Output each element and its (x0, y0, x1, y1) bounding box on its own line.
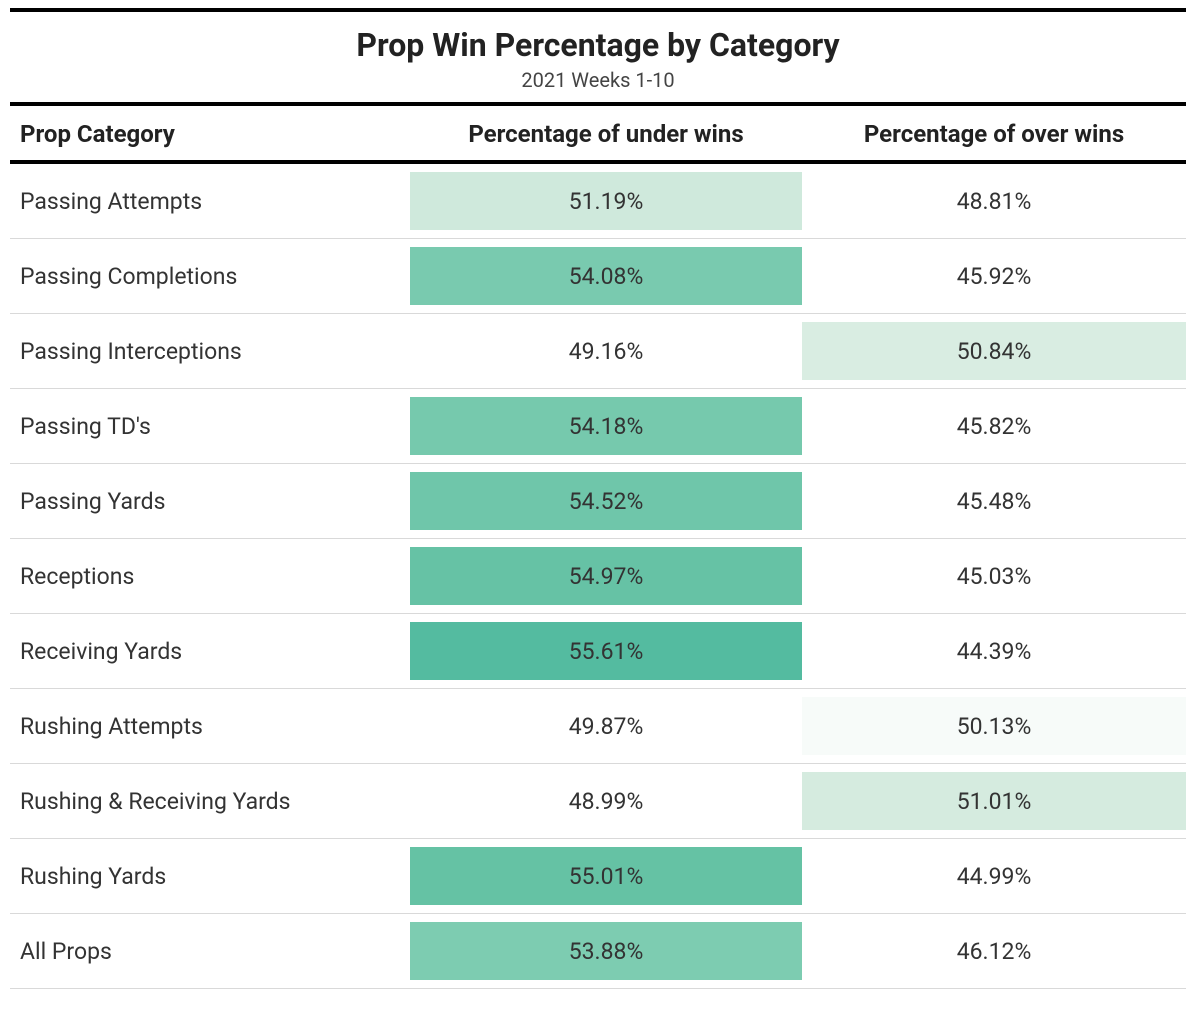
cell-over: 51.01% (802, 764, 1186, 839)
cell-over: 44.39% (802, 614, 1186, 689)
cell-over: 50.84% (802, 314, 1186, 389)
cell-category: Passing Attempts (10, 162, 410, 239)
col-header-over: Percentage of over wins (802, 106, 1186, 162)
cell-category: All Props (10, 914, 410, 989)
cell-under: 55.61% (410, 614, 802, 689)
cell-category: Rushing Attempts (10, 689, 410, 764)
table-container: Prop Win Percentage by Category 2021 Wee… (0, 0, 1196, 997)
cell-over-value: 46.12% (802, 922, 1186, 980)
cell-category: Rushing & Receiving Yards (10, 764, 410, 839)
cell-over-value: 51.01% (802, 772, 1186, 830)
cell-over: 48.81% (802, 162, 1186, 239)
prop-table: Prop Category Percentage of under wins P… (10, 106, 1186, 989)
table-row: Passing Yards54.52%45.48% (10, 464, 1186, 539)
table-title: Prop Win Percentage by Category (10, 26, 1186, 64)
cell-over: 50.13% (802, 689, 1186, 764)
cell-over-value: 45.82% (802, 397, 1186, 455)
cell-category: Passing Completions (10, 239, 410, 314)
cell-over: 46.12% (802, 914, 1186, 989)
cell-under-value: 54.18% (410, 397, 802, 455)
cell-under: 54.97% (410, 539, 802, 614)
cell-under: 54.08% (410, 239, 802, 314)
header-row: Prop Category Percentage of under wins P… (10, 106, 1186, 162)
cell-under: 49.87% (410, 689, 802, 764)
table-body: Passing Attempts51.19%48.81%Passing Comp… (10, 162, 1186, 989)
table-row: Passing TD's54.18%45.82% (10, 389, 1186, 464)
cell-over-value: 44.39% (802, 622, 1186, 680)
col-header-under: Percentage of under wins (410, 106, 802, 162)
cell-under: 54.18% (410, 389, 802, 464)
cell-over-value: 45.92% (802, 247, 1186, 305)
cell-under: 48.99% (410, 764, 802, 839)
cell-under-value: 54.52% (410, 472, 802, 530)
table-row: Passing Attempts51.19%48.81% (10, 162, 1186, 239)
cell-over-value: 45.48% (802, 472, 1186, 530)
cell-over: 44.99% (802, 839, 1186, 914)
cell-over-value: 48.81% (802, 172, 1186, 230)
cell-over: 45.48% (802, 464, 1186, 539)
col-header-category: Prop Category (10, 106, 410, 162)
cell-over-value: 45.03% (802, 547, 1186, 605)
cell-over: 45.92% (802, 239, 1186, 314)
table-row: All Props53.88%46.12% (10, 914, 1186, 989)
table-subtitle: 2021 Weeks 1-10 (10, 68, 1186, 92)
table-row: Receptions54.97%45.03% (10, 539, 1186, 614)
table-row: Passing Completions54.08%45.92% (10, 239, 1186, 314)
cell-category: Receptions (10, 539, 410, 614)
cell-under: 51.19% (410, 162, 802, 239)
table-row: Rushing Yards55.01%44.99% (10, 839, 1186, 914)
cell-category: Passing Interceptions (10, 314, 410, 389)
table-row: Rushing Attempts49.87%50.13% (10, 689, 1186, 764)
cell-under-value: 55.61% (410, 622, 802, 680)
cell-under-value: 54.97% (410, 547, 802, 605)
cell-under-value: 51.19% (410, 172, 802, 230)
cell-under: 55.01% (410, 839, 802, 914)
cell-category: Receiving Yards (10, 614, 410, 689)
cell-under: 49.16% (410, 314, 802, 389)
table-row: Receiving Yards55.61%44.39% (10, 614, 1186, 689)
cell-under-value: 55.01% (410, 847, 802, 905)
table-row: Passing Interceptions49.16%50.84% (10, 314, 1186, 389)
cell-under-value: 53.88% (410, 922, 802, 980)
cell-under: 54.52% (410, 464, 802, 539)
cell-under-value: 54.08% (410, 247, 802, 305)
cell-under: 53.88% (410, 914, 802, 989)
cell-under-value: 48.99% (410, 772, 802, 830)
cell-category: Rushing Yards (10, 839, 410, 914)
title-block: Prop Win Percentage by Category 2021 Wee… (10, 12, 1186, 102)
cell-under-value: 49.87% (410, 697, 802, 755)
cell-over-value: 50.13% (802, 697, 1186, 755)
cell-under-value: 49.16% (410, 322, 802, 380)
cell-over: 45.03% (802, 539, 1186, 614)
cell-over-value: 44.99% (802, 847, 1186, 905)
cell-category: Passing Yards (10, 464, 410, 539)
cell-over: 45.82% (802, 389, 1186, 464)
cell-over-value: 50.84% (802, 322, 1186, 380)
cell-category: Passing TD's (10, 389, 410, 464)
table-row: Rushing & Receiving Yards48.99%51.01% (10, 764, 1186, 839)
